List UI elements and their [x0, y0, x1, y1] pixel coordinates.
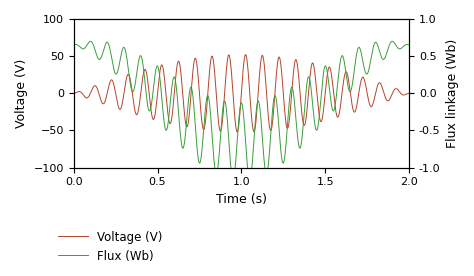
- Voltage (V): [88, 91, 93, 95]
- Voltage (V): [269, 123, 275, 126]
- Voltage (V): [192, 57, 198, 60]
- Flux (Wb): [337, 59, 343, 63]
- Y-axis label: Voltage (V): Voltage (V): [15, 59, 28, 128]
- Flux (Wb): [88, 40, 93, 43]
- Flux (Wb): [269, 112, 275, 116]
- X-axis label: Time (s): Time (s): [216, 193, 267, 206]
- Voltage (V): [71, 92, 76, 95]
- Flux (Wb): [88, 40, 93, 43]
- Flux (Wb): [230, 178, 236, 181]
- Flux (Wb): [192, 121, 198, 125]
- Legend: Voltage (V), Flux (Wb): Voltage (V), Flux (Wb): [53, 226, 167, 267]
- Voltage (V): [234, 130, 240, 134]
- Voltage (V): [406, 92, 412, 95]
- Voltage (V): [319, 116, 325, 119]
- Flux (Wb): [71, 43, 76, 47]
- Flux (Wb): [406, 43, 412, 47]
- Flux (Wb): [284, 132, 290, 135]
- Line: Flux (Wb): Flux (Wb): [73, 41, 409, 179]
- Line: Voltage (V): Voltage (V): [73, 55, 409, 132]
- Voltage (V): [337, 105, 343, 109]
- Flux (Wb): [319, 80, 325, 84]
- Voltage (V): [243, 53, 248, 56]
- Y-axis label: Flux linkage (Wb): Flux linkage (Wb): [446, 39, 459, 148]
- Voltage (V): [284, 126, 290, 129]
